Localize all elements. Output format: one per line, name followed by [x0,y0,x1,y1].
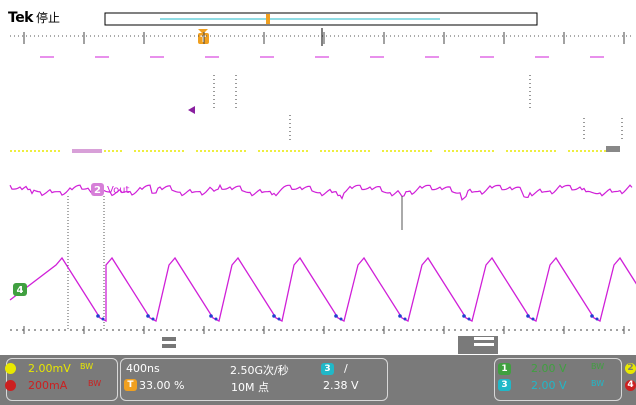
brand-label: Tek [8,10,34,26]
trigger-source-badge: 3 [321,363,334,375]
trigger-slope: / [344,362,348,375]
graticule-dots [188,75,623,140]
ch-yellow-bw: BW [80,362,94,371]
edge-marker [606,146,620,152]
ch-yellow-dot [5,363,16,374]
ch3-bw: BW [591,379,605,388]
ch-yellow-scale: 2.00mV [28,362,71,375]
ch3-scale: 2.00 V [531,379,567,392]
ch4-highlight-dot [272,314,276,318]
ch4-highlight-dot [96,314,100,318]
ch1-scale: 2.00 V [531,362,567,375]
ch4-label[interactable]: 4 [13,283,27,296]
sample-rate: 2.50G次/秒 [230,364,289,377]
menu-tab-left[interactable] [162,337,176,348]
record-window-indicator[interactable] [266,14,270,24]
ch4-trace-highlights [96,314,599,321]
ch1-bw: BW [591,362,605,371]
ch4-highlight-dot [526,314,530,318]
vertical-settings-panel[interactable] [6,358,118,401]
ch4-highlight-dot [101,317,105,321]
ch2-fragment [72,149,102,153]
ch4-highlight-dot [146,314,150,318]
ch4-highlight-dot [209,314,213,318]
ch-red-scale: 200mA [28,379,68,392]
ch-red-bw: BW [88,379,102,388]
ch4-current-trace [9,256,636,323]
ch4-highlight-dot [339,317,343,321]
ch4-highlight-dot [467,317,471,321]
ch2-offset-marker [188,106,195,114]
record-length: 10M 点 [231,381,269,394]
horizontal-settings-panel[interactable] [120,358,388,401]
ch1-trace-remnant [10,146,620,153]
ch4-highlight-dot [595,317,599,321]
ch4-edge-badge[interactable]: 4 [625,380,636,391]
ch2-vout-trace [9,183,633,201]
ch3-badge: 3 [498,379,511,391]
acquisition-state: 停止 [36,11,61,25]
ch4-highlight-dot [277,317,281,321]
ch4-highlight-dot [403,317,407,321]
channel-settings-panel[interactable] [494,358,622,401]
scope-header: Tek 停止 [8,9,60,26]
ch4-highlight-dot [590,314,594,318]
ch4-highlight-dot [334,314,338,318]
ch4-highlight-dot [462,314,466,318]
status-bar: 2.00mV BW 200mA BW 400ns T 33.00 % 2.50G… [0,355,636,405]
timebase: 400ns [126,362,160,375]
trigger-pos-badge: T [124,379,137,391]
trigger-level: 2.38 V [323,379,359,392]
ch4-highlight-dot [151,317,155,321]
menu-tab-right[interactable] [458,336,498,354]
ch4-highlight-dot [531,317,535,321]
ch4-highlight-dot [398,314,402,318]
svg-text:4: 4 [17,285,24,296]
top-graticule [10,28,632,58]
ch4-highlight-dot [214,317,218,321]
trigger-position: 33.00 % [139,379,185,392]
bottom-graticule [10,326,632,334]
ch2-label[interactable]: 2 Vout [91,183,130,196]
ch1-badge: 1 [498,363,511,375]
svg-text:2: 2 [94,185,101,196]
ch2-edge-badge[interactable]: 2 [625,363,636,374]
svg-text:Vout: Vout [107,185,130,196]
ch-red-dot [5,380,16,391]
